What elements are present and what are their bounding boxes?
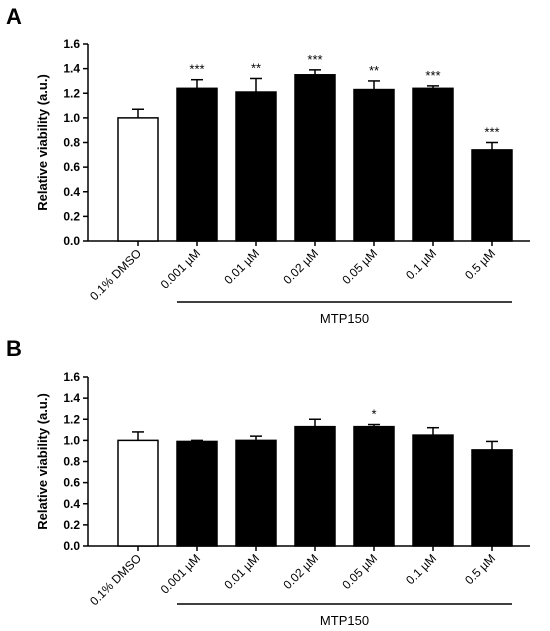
- bar: [294, 425, 336, 547]
- x-tick-label: 0.05 µM: [339, 246, 380, 287]
- x-tick-label: 0.01 µM: [221, 551, 262, 592]
- significance-label: *: [371, 407, 376, 422]
- bar: [412, 87, 454, 242]
- significance-label: ***: [189, 62, 204, 77]
- y-tick-label: 0.2: [63, 518, 80, 532]
- bar: [117, 439, 159, 547]
- y-tick-label: 0.8: [63, 455, 80, 469]
- significance-label: **: [369, 63, 379, 78]
- x-tick-label: 0.001 µM: [158, 551, 203, 596]
- y-tick-label: 0.6: [63, 160, 80, 174]
- x-tick-label: 0.5 µM: [462, 246, 498, 282]
- y-tick-label: 0.6: [63, 476, 80, 490]
- bar: [353, 88, 395, 242]
- bar: [353, 425, 395, 547]
- significance-label: ***: [484, 125, 499, 140]
- x-tick-label: 0.02 µM: [280, 246, 321, 287]
- bar: [471, 449, 513, 547]
- significance-label: **: [251, 60, 261, 75]
- chart-panel-a: A 0.0 0.2 0.4 0.6 0.8 1.0 1.2 1.4 1.6 Relative via…: [6, 4, 530, 326]
- bar: [235, 439, 277, 547]
- x-tick-label: 0.05 µM: [339, 551, 380, 592]
- x-tick-label: 0.5 µM: [462, 551, 498, 587]
- y-tick-label: 0.0: [63, 539, 80, 553]
- panel-letter: A: [6, 4, 22, 29]
- x-tick-label: 0.001 µM: [158, 246, 203, 291]
- y-tick-label: 0.2: [63, 209, 80, 223]
- y-tick-label: 1.0: [63, 433, 80, 447]
- x-tick-label: 0.1% DMSO: [87, 246, 144, 303]
- significance-label: ***: [307, 52, 322, 67]
- panel-letter: B: [6, 336, 22, 361]
- y-axis-label: Relative viability (a.u.): [35, 393, 50, 530]
- x-tick-label: 0.01 µM: [221, 246, 262, 287]
- y-tick-label: 0.8: [63, 136, 80, 150]
- y-tick-label: 1.2: [63, 412, 80, 426]
- y-tick-label: 0.0: [63, 234, 80, 248]
- bar: [176, 87, 218, 242]
- y-tick-label: 1.4: [63, 62, 80, 76]
- x-tick-label: 0.1 µM: [403, 246, 439, 282]
- bar: [176, 440, 218, 547]
- y-tick-label: 1.4: [63, 391, 80, 405]
- y-tick-label: 1.6: [63, 37, 80, 51]
- y-tick-label: 0.4: [63, 185, 80, 199]
- x-tick-label: 0.1% DMSO: [87, 551, 144, 608]
- group-label: MTP150: [320, 311, 369, 326]
- y-tick-label: 0.4: [63, 497, 80, 511]
- bar: [294, 74, 336, 242]
- bar: [235, 91, 277, 242]
- chart-panel-b: B 0.0 0.2 0.4 0.6 0.8 1.0 1.2 1.4 1.6 Relative via…: [6, 336, 530, 628]
- y-tick-label: 1.0: [63, 111, 80, 125]
- y-axis-label: Relative viability (a.u.): [35, 74, 50, 211]
- y-tick-label: 1.2: [63, 86, 80, 100]
- y-tick-label: 1.6: [63, 370, 80, 384]
- x-tick-label: 0.02 µM: [280, 551, 321, 592]
- group-label: MTP150: [320, 613, 369, 628]
- x-tick-label: 0.1 µM: [403, 551, 439, 587]
- significance-label: ***: [425, 68, 440, 83]
- bar: [412, 434, 454, 547]
- bar: [471, 149, 513, 242]
- bar: [117, 117, 159, 242]
